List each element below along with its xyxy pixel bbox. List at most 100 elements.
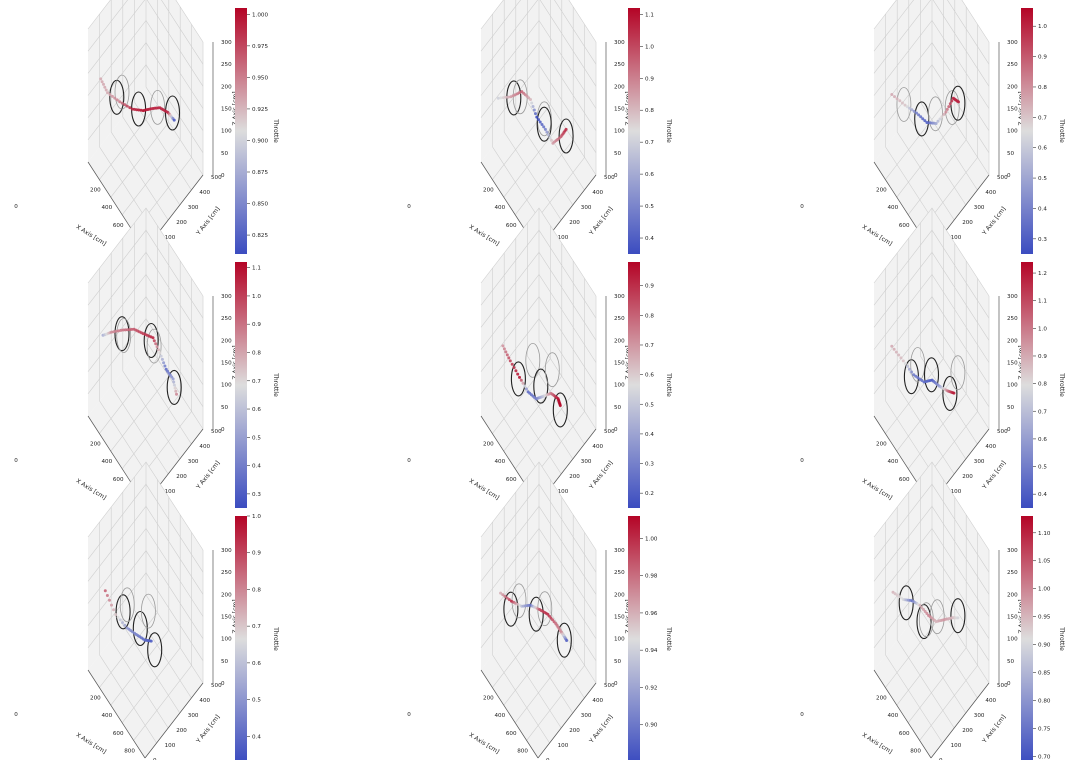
x-tick-label-zero: 0 bbox=[800, 712, 804, 718]
trajectory-point bbox=[100, 80, 104, 84]
trajectory-point bbox=[133, 107, 136, 111]
colorbar-tick-label: 0.5 bbox=[1038, 176, 1047, 182]
z-tick-label: 50 bbox=[221, 405, 229, 411]
x-tick-label: 600 bbox=[899, 731, 910, 737]
grid-line bbox=[873, 505, 990, 595]
y-tick-label: 400 bbox=[985, 444, 996, 450]
colorbar-tick-label: 0.8 bbox=[252, 587, 261, 593]
trajectory-point bbox=[543, 127, 547, 131]
grid-line bbox=[87, 0, 204, 65]
y-tick-label: 500 bbox=[997, 683, 1008, 689]
grid-line bbox=[873, 550, 990, 639]
grid-line bbox=[480, 527, 597, 617]
gate-ring bbox=[510, 361, 526, 397]
trajectory-point bbox=[501, 593, 505, 597]
z-tick-label: 100 bbox=[1007, 637, 1018, 643]
x-axis-label: X Axis [cm] bbox=[75, 477, 108, 501]
colorbar-tick-label: 0.7 bbox=[1038, 115, 1047, 121]
x-axis-line bbox=[873, 669, 932, 759]
trajectory bbox=[890, 93, 960, 125]
z-tick-label: 100 bbox=[1007, 383, 1018, 389]
y-tick-label: 500 bbox=[211, 429, 222, 435]
y-tick-label: 300 bbox=[188, 205, 199, 211]
trajectory-point bbox=[947, 105, 951, 109]
colorbar-tick-label: 0.8 bbox=[1038, 382, 1047, 388]
gate-ring bbox=[114, 74, 130, 110]
trajectory-point bbox=[117, 329, 120, 333]
trajectory-point bbox=[110, 330, 114, 334]
y-tick-label: 400 bbox=[592, 698, 603, 704]
grid-line bbox=[480, 42, 597, 131]
colorbar-tick-label: 0.5 bbox=[645, 402, 654, 408]
grid-line bbox=[145, 0, 204, 176]
grid-line bbox=[873, 64, 990, 153]
trajectory-point bbox=[159, 354, 163, 358]
z-tick-label: 0 bbox=[614, 173, 618, 179]
x-tick-label-zero: 0 bbox=[407, 458, 411, 464]
gate-ring bbox=[942, 375, 958, 411]
gates bbox=[114, 316, 182, 405]
colorbar-bar bbox=[628, 516, 640, 760]
trajectory-point bbox=[923, 610, 927, 613]
colorbar-tick-label: 0.900 bbox=[252, 138, 268, 144]
grid-line bbox=[873, 0, 990, 87]
axes3d: 2004006008001000001002003004005000501001… bbox=[800, 207, 1025, 518]
colorbar-tick-label: 0.7 bbox=[252, 379, 261, 385]
trajectory bbox=[891, 590, 960, 624]
colorbar-label: Throttle bbox=[665, 372, 672, 397]
gate-ring bbox=[115, 594, 131, 630]
grid-line bbox=[87, 505, 204, 595]
grid-line bbox=[873, 229, 990, 319]
y-tick-label: 300 bbox=[188, 713, 199, 719]
gate-ring bbox=[910, 347, 926, 382]
x-axis-label: X Axis [cm] bbox=[75, 731, 108, 755]
trajectory-point bbox=[893, 95, 896, 99]
gate-ring bbox=[928, 96, 943, 132]
colorbar-tick-label: 0.9 bbox=[252, 551, 261, 557]
trajectory-point bbox=[139, 108, 143, 112]
z-tick-label: 0 bbox=[221, 173, 225, 179]
y-axis-label: Y Axis [cm] bbox=[195, 714, 222, 746]
grid-line bbox=[873, 318, 990, 407]
x-axis-label: X Axis [cm] bbox=[75, 223, 108, 247]
colorbar-bar bbox=[1021, 516, 1033, 760]
x-tick-label: 200 bbox=[90, 442, 101, 448]
colorbar-tick-label: 0.90 bbox=[645, 723, 658, 729]
colorbar-tick-label: 0.6 bbox=[645, 172, 654, 178]
trajectory-point bbox=[919, 115, 923, 119]
trajectory-point bbox=[906, 364, 909, 368]
trajectory-point bbox=[118, 618, 122, 622]
trajectory-point bbox=[892, 347, 896, 351]
colorbar-tick-label: 0.9 bbox=[252, 322, 261, 328]
trajectory-point bbox=[152, 339, 156, 343]
grid-line bbox=[873, 42, 990, 131]
x-tick-label: 200 bbox=[876, 188, 887, 194]
gate-ring bbox=[923, 357, 940, 393]
axis-lines bbox=[873, 550, 1000, 759]
y-tick-label: 400 bbox=[592, 444, 603, 450]
floor-pane bbox=[88, 341, 203, 504]
y-tick-label: 300 bbox=[581, 713, 592, 719]
colorbar-bar bbox=[628, 8, 640, 254]
grid-line bbox=[480, 207, 597, 297]
y-tick-label: 500 bbox=[604, 175, 615, 181]
y-tick-label: 500 bbox=[211, 175, 222, 181]
gate-ring bbox=[533, 368, 549, 404]
trajectory-point bbox=[174, 389, 178, 393]
trajectory-point bbox=[103, 85, 107, 89]
trajectory-point bbox=[925, 612, 929, 615]
trajectory-point bbox=[151, 336, 155, 340]
colorbar-label: Throttle bbox=[1058, 372, 1065, 397]
grid-line bbox=[480, 0, 597, 87]
colorbar-tick-label: 0.90 bbox=[1038, 643, 1051, 649]
colorbar: 0.4 0.5 0.6 0.7 0.8 0.9 1.0 Throttle bbox=[235, 514, 279, 760]
z-tick-label: 250 bbox=[221, 62, 232, 68]
x-tick-label: 400 bbox=[494, 205, 505, 211]
colorbar-tick-label: 1.1 bbox=[645, 12, 654, 18]
trajectory-point bbox=[897, 353, 901, 357]
x-tick-label: 200 bbox=[90, 188, 101, 194]
grid-line bbox=[480, 572, 597, 661]
x-axis-label: X Axis [cm] bbox=[468, 477, 501, 501]
trajectory-point bbox=[524, 387, 528, 391]
z-tick-label: 50 bbox=[1007, 151, 1015, 157]
